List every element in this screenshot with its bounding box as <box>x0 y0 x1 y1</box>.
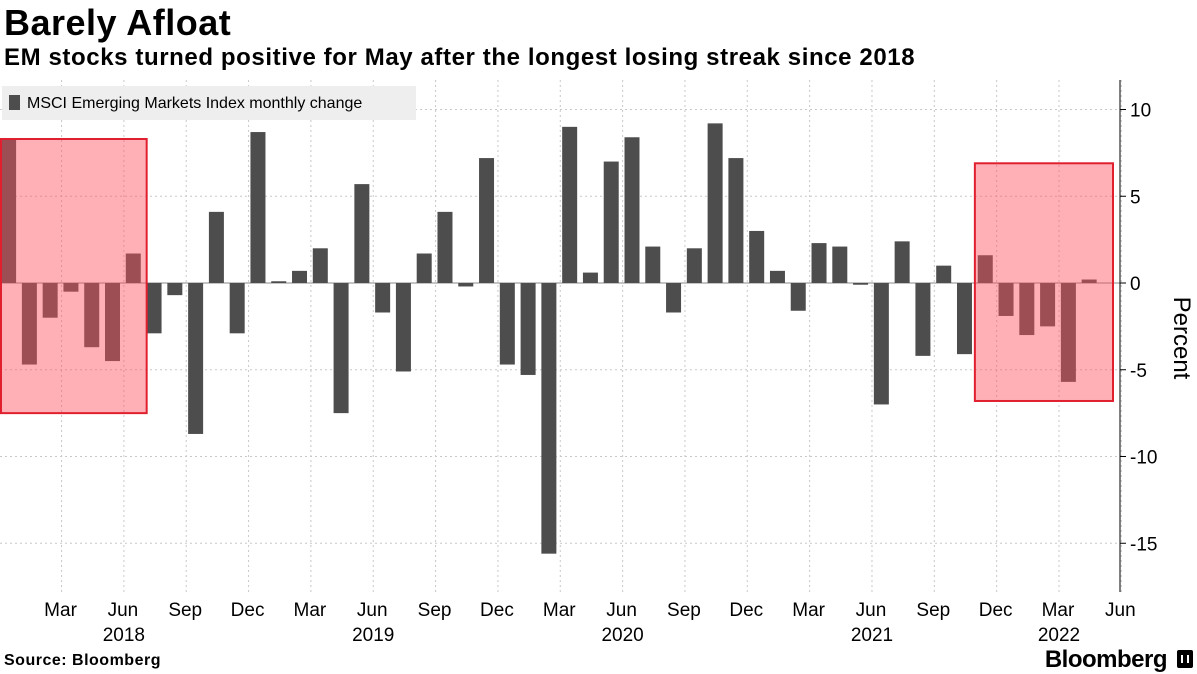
x-tick-label: Sep <box>667 600 701 621</box>
bar-jan-2019 <box>250 132 266 283</box>
bar-jul-2020 <box>624 137 640 283</box>
bar-may-2018 <box>84 283 100 348</box>
x-tick-label: Jun <box>1105 600 1136 621</box>
bar-aug-2021 <box>894 241 910 283</box>
x-tick-label: Jun <box>856 600 887 621</box>
x-tick-label: Jun <box>108 600 139 621</box>
bar-nov-2020 <box>707 123 723 283</box>
bar-oct-2018 <box>188 283 204 434</box>
bar-oct-2020 <box>686 248 702 283</box>
x-tick-label: Mar <box>294 600 327 621</box>
bar-jun-2018 <box>105 283 120 362</box>
x-tick-label: Mar <box>543 600 576 621</box>
bar-mar-2019 <box>292 270 308 283</box>
bar-may-2021 <box>832 246 848 283</box>
bar-feb-2021 <box>769 270 785 283</box>
bar-dec-2019 <box>479 158 495 283</box>
y-tick-label: 0 <box>1130 274 1141 295</box>
bar-mar-2018 <box>42 283 58 318</box>
x-year-label: 2021 <box>851 625 893 646</box>
x-tick-label: Sep <box>418 600 452 621</box>
bar-apr-2021 <box>811 243 827 283</box>
bar-feb-2020 <box>520 283 536 375</box>
x-tick-label: Dec <box>979 600 1013 621</box>
bar-jan-2022 <box>998 283 1014 316</box>
x-tick-label: Dec <box>480 600 514 621</box>
y-tick-label: -5 <box>1130 361 1147 382</box>
x-year-label: 2018 <box>103 625 145 646</box>
bar-jan-2018 <box>1 138 17 283</box>
highlight-box-1 <box>0 137 148 415</box>
bar-dec-2018 <box>229 283 245 334</box>
axis-layer: 10 5 0 -5 -10 -15 Mar Jun Sep Dec Mar Jun Sep Dec Mar J… <box>44 80 1195 646</box>
chart-subtitle: EM stocks turned positive for May after … <box>4 44 916 71</box>
bar-aug-2020 <box>645 246 661 283</box>
bar-jul-2019 <box>375 283 391 313</box>
x-tick-label: Sep <box>916 600 950 621</box>
bar-feb-2019 <box>271 281 287 283</box>
y-tick-label: -15 <box>1130 534 1157 555</box>
bar-apr-2019 <box>312 248 328 283</box>
source-note: Source: Bloomberg <box>4 652 161 669</box>
bar-sep-2021 <box>915 283 931 356</box>
bar-jan-2021 <box>749 230 765 283</box>
y-axis-label: Percent <box>1168 297 1195 380</box>
x-year-label: 2019 <box>352 625 394 646</box>
x-year-label: 2020 <box>601 625 643 646</box>
bar-jul-2021 <box>873 283 889 405</box>
x-tick-label: Sep <box>168 600 202 621</box>
bar-jun-2021 <box>853 283 869 285</box>
x-tick-label: Jun <box>606 600 637 621</box>
x-tick-label: Mar <box>792 600 825 621</box>
y-tick-label: -10 <box>1130 448 1157 469</box>
chart-title: Barely Afloat <box>4 2 232 43</box>
highlight-box-2 <box>973 162 1114 402</box>
bloomberg-terminal-icon <box>1177 650 1193 668</box>
bar-feb-2018 <box>21 283 37 365</box>
legend-swatch <box>9 95 20 110</box>
bar-dec-2021 <box>977 255 993 283</box>
y-tick-label: 10 <box>1130 101 1151 122</box>
bar-jun-2020 <box>603 161 619 283</box>
bar-jun-2019 <box>354 184 370 283</box>
bar-oct-2019 <box>437 211 453 283</box>
x-tick-label: Mar <box>44 600 77 621</box>
bar-aug-2019 <box>395 283 411 372</box>
bar-apr-2018 <box>63 283 79 292</box>
bar-feb-2022 <box>1019 283 1035 336</box>
legend-label: MSCI Emerging Markets Index monthly chan… <box>27 95 362 112</box>
x-tick-label: Jun <box>357 600 388 621</box>
bar-dec-2020 <box>728 158 744 283</box>
bar-may-2022 <box>1081 279 1097 283</box>
x-tick-label: Dec <box>231 600 265 621</box>
bar-may-2019 <box>333 283 349 414</box>
legend-background <box>2 86 416 120</box>
bar-may-2020 <box>582 272 598 283</box>
bar-layer <box>1 123 1097 554</box>
bar-apr-2022 <box>1060 283 1076 382</box>
bloomberg-logo: Bloomberg <box>1044 646 1168 673</box>
grid-layer <box>0 80 1122 592</box>
bar-oct-2021 <box>936 265 952 283</box>
bar-jul-2018 <box>125 253 141 283</box>
legend: MSCI Emerging Markets Index monthly chan… <box>2 86 416 120</box>
x-year-label: 2022 <box>1038 625 1080 646</box>
bar-mar-2020 <box>541 283 557 554</box>
bar-aug-2018 <box>146 283 162 334</box>
bar-nov-2018 <box>208 211 224 283</box>
bar-apr-2020 <box>562 126 578 283</box>
x-tick-label: Mar <box>1042 600 1075 621</box>
bar-mar-2021 <box>790 283 806 311</box>
bar-mar-2022 <box>1040 283 1056 327</box>
bar-jan-2020 <box>499 283 515 365</box>
bar-nov-2021 <box>956 283 972 355</box>
bar-sep-2020 <box>666 283 682 313</box>
bar-sep-2018 <box>167 283 183 296</box>
highlight-layer <box>0 137 1114 415</box>
y-tick-label: 5 <box>1130 187 1141 208</box>
x-tick-label: Dec <box>729 600 763 621</box>
bar-sep-2019 <box>416 253 432 283</box>
bar-nov-2019 <box>458 283 474 287</box>
